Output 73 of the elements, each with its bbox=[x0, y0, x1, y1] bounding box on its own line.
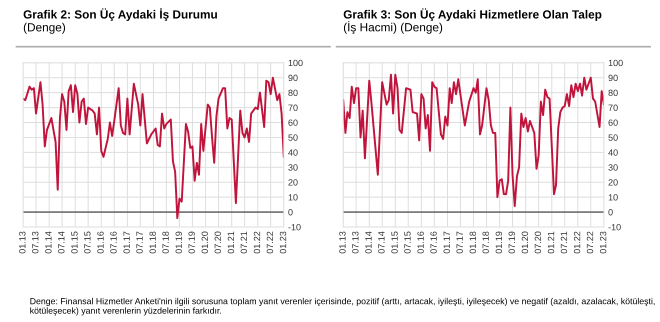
y-tick-label: 70 bbox=[288, 104, 298, 111]
x-tick-label: 07.20 bbox=[534, 232, 542, 254]
y-tick-label: 80 bbox=[288, 90, 298, 96]
x-tick-label: 01.15 bbox=[71, 232, 78, 254]
y-tick-label: 20 bbox=[288, 179, 298, 186]
y-tick-label: 60 bbox=[288, 119, 298, 126]
y-tick-label: 60 bbox=[608, 119, 618, 126]
y-tick-label: 80 bbox=[608, 90, 618, 96]
line-series bbox=[23, 76, 284, 220]
x-tick-label: 07.15 bbox=[84, 232, 91, 254]
x-tick-label: 01.22 bbox=[254, 232, 260, 254]
x-tick-label: 01.17 bbox=[123, 232, 130, 254]
x-tick-label: 07.21 bbox=[240, 232, 248, 254]
x-tick-label: 01.20 bbox=[522, 232, 528, 254]
x-tick-label: 07.15 bbox=[404, 232, 411, 254]
x-tick-label: 01.18 bbox=[149, 232, 156, 254]
x-tick-label: 07.22 bbox=[586, 232, 594, 254]
x-tick-label: 01.15 bbox=[391, 232, 398, 254]
x-tick-label: 07.18 bbox=[162, 232, 169, 254]
x-tick-label: 01.16 bbox=[97, 232, 104, 254]
y-tick-label: 40 bbox=[608, 149, 618, 156]
chart-title: Grafik 3: Son Üç Aydaki Hizmetlere Olan Talep bbox=[344, 8, 602, 21]
x-tick-label: 01.14 bbox=[365, 231, 372, 254]
x-tick-label: 07.14 bbox=[378, 231, 385, 254]
y-tick-label: 70 bbox=[608, 104, 618, 111]
y-tick-label: 10 bbox=[608, 194, 618, 201]
x-tick-label: 07.13 bbox=[352, 232, 359, 254]
x-tick-label: 01.13 bbox=[19, 232, 26, 254]
x-tick-label: 01.13 bbox=[339, 232, 346, 254]
x-tick-label: 01.19 bbox=[176, 232, 182, 254]
y-tick-label: 30 bbox=[608, 164, 618, 171]
y-tick-label: 50 bbox=[288, 134, 298, 141]
x-tick-label: 01.14 bbox=[45, 231, 52, 254]
x-tick-label: 01.21 bbox=[548, 232, 554, 254]
y-tick-label: 40 bbox=[288, 149, 298, 156]
x-tick-label: 01.23 bbox=[280, 232, 286, 254]
chart-subtitle: (Denge) bbox=[24, 22, 66, 34]
x-tick-label: 07.21 bbox=[560, 232, 568, 254]
x-tick-label: 01.21 bbox=[228, 232, 234, 254]
x-tick-label: 07.17 bbox=[136, 232, 143, 254]
x-tick-label: 01.17 bbox=[444, 232, 450, 254]
y-tick-label: 100 bbox=[288, 60, 303, 66]
x-tick-label: 01.18 bbox=[470, 232, 476, 254]
x-tick-label: 07.17 bbox=[456, 232, 463, 254]
x-tick-label: 07.20 bbox=[214, 232, 221, 254]
x-tick-label: 07.14 bbox=[58, 231, 64, 254]
x-tick-label: 07.16 bbox=[430, 232, 437, 254]
y-tick-label: 50 bbox=[608, 134, 618, 141]
text: Denge: Finansal Hizmetler Anketi'nin ilgili sorusuna toplam yanıt verenler içerisinde, pozitif (arttı, artacak, iyileşti, iyileşecek) ve negatif (azaldı, azalacak, kötüleşti, kötüleşecek) yanıt verenlerin yüzdelerinin farkıdır. bbox=[30, 298, 655, 316]
chart-subtitle: (İş Hacmi) (Denge) bbox=[344, 21, 442, 34]
x-tick-label: 07.22 bbox=[266, 232, 274, 254]
x-tick-label: 07.16 bbox=[110, 232, 117, 254]
x-tick-label: 01.19 bbox=[496, 232, 502, 254]
line-series bbox=[343, 74, 604, 208]
y-tick-label: 0 bbox=[608, 209, 613, 216]
y-tick-label: 100 bbox=[608, 60, 623, 66]
y-tick-label: -10 bbox=[288, 224, 301, 230]
y-tick-label: 0 bbox=[288, 209, 293, 216]
x-tick-label: 01.16 bbox=[417, 232, 424, 254]
x-tick-label: 07.19 bbox=[188, 232, 195, 254]
chart-title: Grafik 2: Son Üç Aydaki İş Durumu bbox=[24, 8, 217, 21]
y-tick-label: 90 bbox=[608, 74, 618, 82]
x-tick-label: 07.19 bbox=[508, 232, 515, 254]
x-tick-label: 07.18 bbox=[482, 232, 489, 254]
x-tick-label: 07.13 bbox=[32, 232, 38, 254]
y-tick-label: 30 bbox=[288, 164, 298, 171]
y-tick-label: 90 bbox=[288, 74, 298, 82]
x-tick-label: 01.20 bbox=[202, 232, 208, 254]
x-tick-label: 01.22 bbox=[574, 232, 580, 254]
x-tick-label: 01.23 bbox=[600, 232, 606, 254]
y-tick-label: -10 bbox=[608, 224, 621, 230]
y-tick-label: 10 bbox=[288, 194, 298, 201]
y-tick-label: 20 bbox=[608, 179, 618, 186]
